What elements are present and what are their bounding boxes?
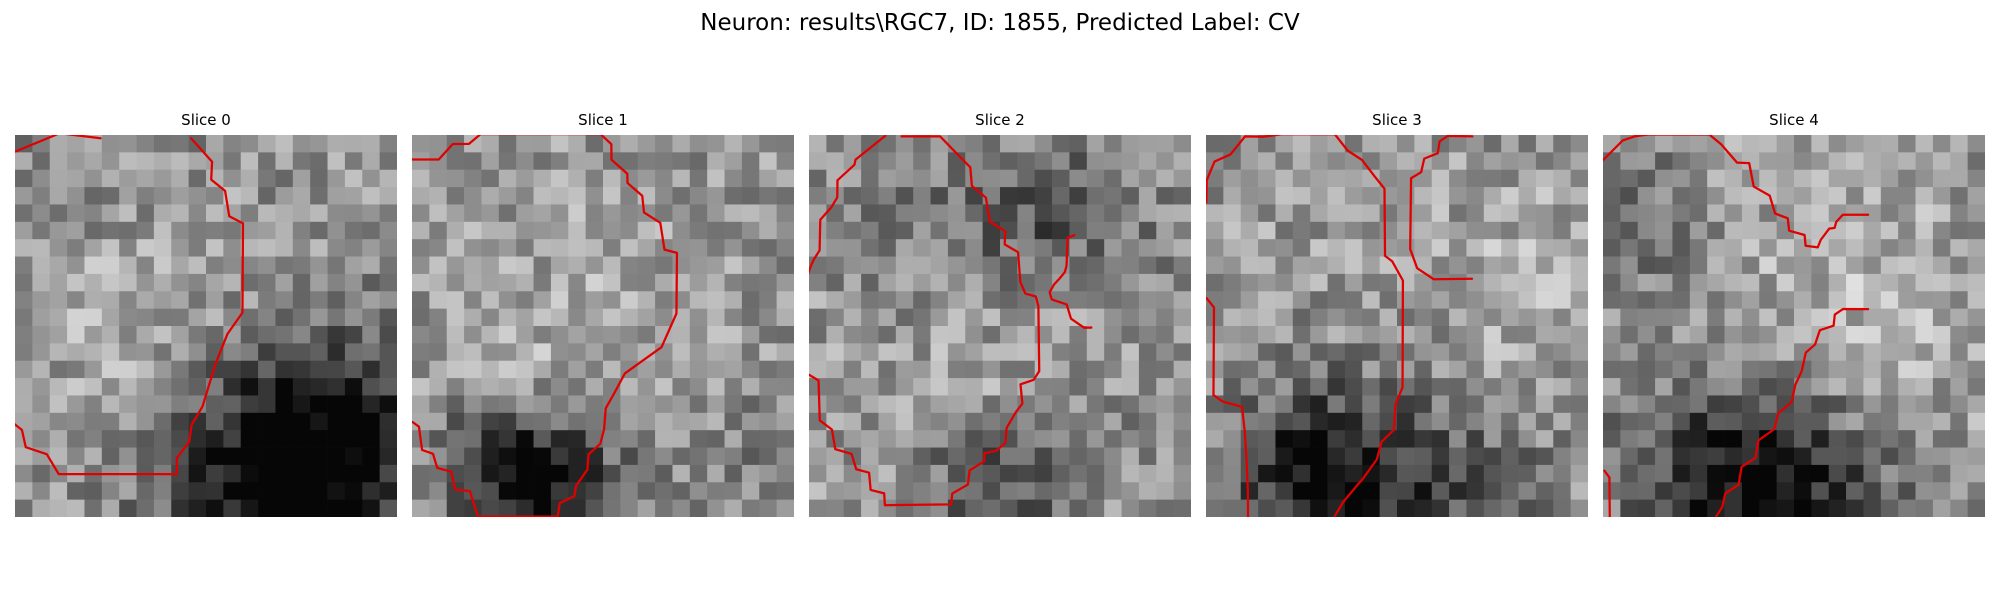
pixel-grid bbox=[809, 135, 1191, 517]
slice-panel-4: Slice 4 bbox=[1603, 108, 1985, 517]
slice-image bbox=[1603, 135, 1985, 517]
segmentation-contour bbox=[1603, 135, 1870, 249]
slice-title: Slice 1 bbox=[578, 111, 628, 129]
slice-image bbox=[412, 135, 794, 517]
segmentation-contour bbox=[809, 135, 1041, 507]
slice-title: Slice 3 bbox=[1372, 111, 1422, 129]
slice-panel-3: Slice 3 bbox=[1206, 108, 1588, 517]
figure-title: Neuron: results\RGC7, ID: 1855, Predicte… bbox=[700, 10, 1300, 36]
segmentation-contour bbox=[1206, 296, 1250, 517]
segmentation-contour bbox=[1603, 469, 1611, 517]
segmentation-contour bbox=[809, 135, 887, 275]
slice-title: Slice 2 bbox=[975, 111, 1025, 129]
slice-image bbox=[15, 135, 397, 517]
pixel-grid bbox=[1603, 135, 1985, 517]
segmentation-contour bbox=[1206, 135, 1405, 517]
slice-image bbox=[809, 135, 1191, 517]
segmentation-contour bbox=[1715, 307, 1870, 517]
segmentation-contour bbox=[1048, 234, 1093, 329]
segmentation-contour bbox=[15, 137, 245, 476]
slice-panel-2: Slice 2 bbox=[809, 108, 1191, 517]
slice-title: Slice 4 bbox=[1769, 111, 1819, 129]
segmentation-contour bbox=[15, 135, 102, 153]
slice-title: Slice 0 bbox=[181, 111, 231, 129]
segmentation-contour bbox=[412, 135, 679, 517]
segmentation-contour bbox=[1409, 135, 1474, 281]
pixel-grid bbox=[15, 135, 397, 517]
slice-image bbox=[1206, 135, 1588, 517]
pixel-grid bbox=[1206, 135, 1588, 517]
pixel-grid bbox=[412, 135, 794, 517]
slice-panel-1: Slice 1 bbox=[412, 108, 794, 517]
slice-panel-0: Slice 0 bbox=[15, 108, 397, 517]
